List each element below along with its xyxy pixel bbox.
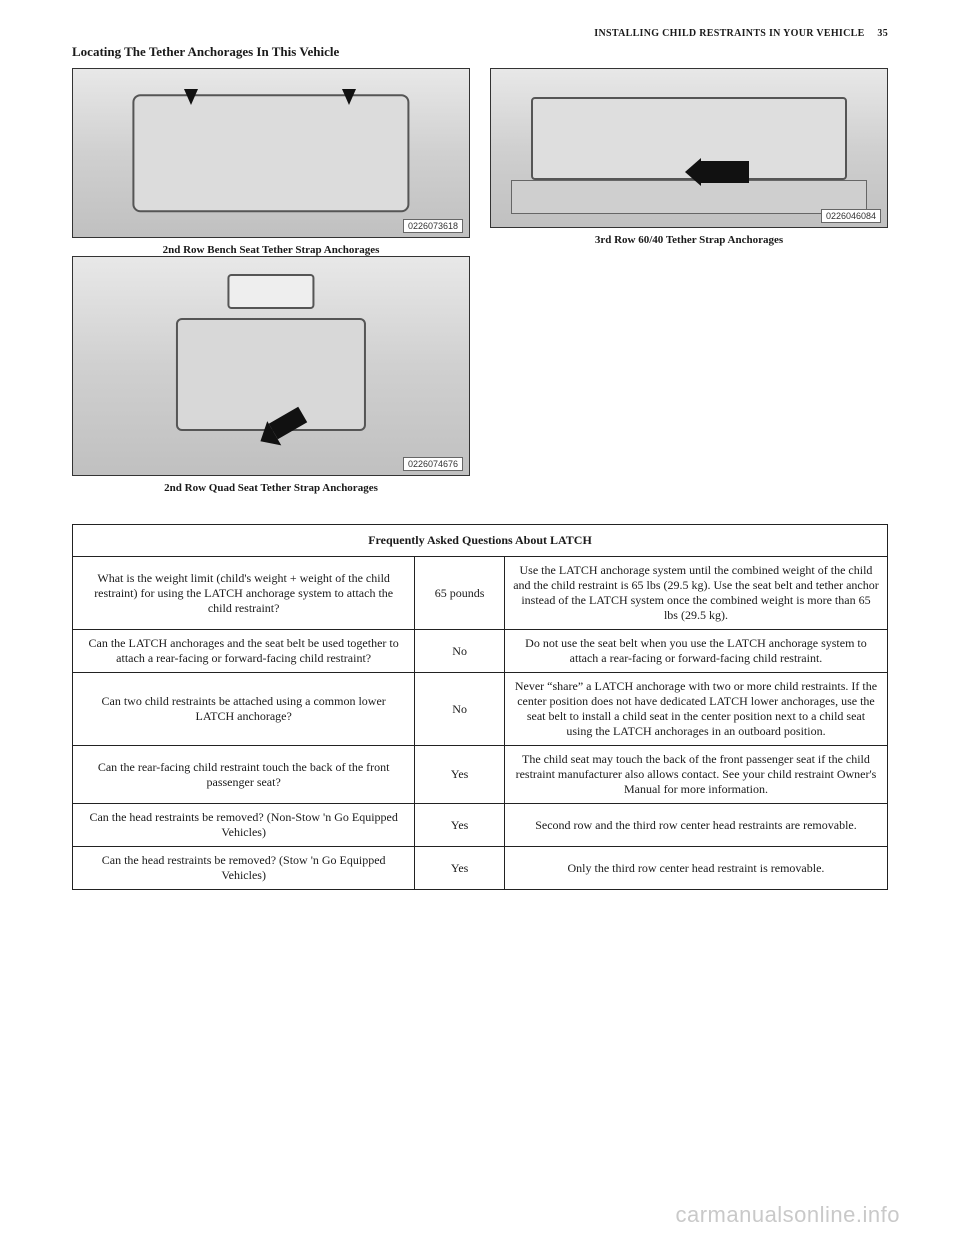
figure-code: 0226046084: [821, 209, 881, 223]
latch-faq-table: Frequently Asked Questions About LATCH W…: [72, 524, 888, 890]
faq-long-answer: Do not use the seat belt when you use th…: [504, 630, 887, 673]
watermark: carmanualsonline.info: [675, 1202, 900, 1228]
figure-code: 0226073618: [403, 219, 463, 233]
faq-short-answer: Yes: [415, 746, 505, 804]
faq-long-answer: Only the third row center head restraint…: [504, 847, 887, 890]
faq-question: What is the weight limit (child's weight…: [73, 557, 415, 630]
figure-3rd-row-6040: 0226046084 3rd Row 60/40 Tether Strap An…: [490, 68, 888, 256]
figure-2nd-row-quad: 0226074676 2nd Row Quad Seat Tether Stra…: [72, 256, 470, 494]
faq-long-answer: Never “share” a LATCH anchorage with two…: [504, 673, 887, 746]
figure-caption: 2nd Row Bench Seat Tether Strap Anchorag…: [72, 244, 470, 256]
figure-caption: 2nd Row Quad Seat Tether Strap Anchorage…: [72, 482, 470, 494]
figures-grid: 0226073618 2nd Row Bench Seat Tether Str…: [72, 68, 888, 494]
seatback-shape: [176, 318, 366, 431]
table-row: Can the rear-facing child restraint touc…: [73, 746, 888, 804]
figure-3rd-row-6040-image: 0226046084: [490, 68, 888, 228]
faq-short-answer: Yes: [415, 804, 505, 847]
arrow-down-icon: [184, 89, 198, 105]
table-row: Can the LATCH anchorages and the seat be…: [73, 630, 888, 673]
arrow-left-icon: [701, 161, 749, 183]
faq-short-answer: No: [415, 630, 505, 673]
header-title: INSTALLING CHILD RESTRAINTS IN YOUR VEHI…: [594, 28, 864, 39]
page-number: 35: [877, 28, 888, 39]
faq-short-answer: No: [415, 673, 505, 746]
figure-code: 0226074676: [403, 457, 463, 471]
faq-question: Can the LATCH anchorages and the seat be…: [73, 630, 415, 673]
faq-short-answer: Yes: [415, 847, 505, 890]
faq-question: Can the head restraints be removed? (Non…: [73, 804, 415, 847]
figure-caption: 3rd Row 60/40 Tether Strap Anchorages: [490, 234, 888, 246]
faq-long-answer: The child seat may touch the back of the…: [504, 746, 887, 804]
table-row: What is the weight limit (child's weight…: [73, 557, 888, 630]
faq-question: Can the head restraints be removed? (Sto…: [73, 847, 415, 890]
arrow-down-icon: [342, 89, 356, 105]
header-right: INSTALLING CHILD RESTRAINTS IN YOUR VEHI…: [594, 28, 888, 39]
faq-question: Can two child restraints be attached usi…: [73, 673, 415, 746]
faq-question: Can the rear-facing child restraint touc…: [73, 746, 415, 804]
faq-table: Frequently Asked Questions About LATCH W…: [72, 524, 888, 890]
table-row: Can the head restraints be removed? (Non…: [73, 804, 888, 847]
figure-2nd-row-quad-image: 0226074676: [72, 256, 470, 476]
figure-2nd-row-bench-image: 0226073618: [72, 68, 470, 238]
headrest-shape: [227, 274, 314, 309]
table-title: Frequently Asked Questions About LATCH: [73, 525, 888, 557]
bench-seat-shape: [132, 94, 409, 212]
faq-long-answer: Second row and the third row center head…: [504, 804, 887, 847]
table-row: Can two child restraints be attached usi…: [73, 673, 888, 746]
section-title: Locating The Tether Anchorages In This V…: [72, 44, 888, 60]
page-header: INSTALLING CHILD RESTRAINTS IN YOUR VEHI…: [72, 28, 888, 36]
figure-2nd-row-bench: 0226073618 2nd Row Bench Seat Tether Str…: [72, 68, 470, 256]
faq-long-answer: Use the LATCH anchorage system until the…: [504, 557, 887, 630]
faq-short-answer: 65 pounds: [415, 557, 505, 630]
empty-cell: [490, 256, 888, 494]
table-row: Can the head restraints be removed? (Sto…: [73, 847, 888, 890]
